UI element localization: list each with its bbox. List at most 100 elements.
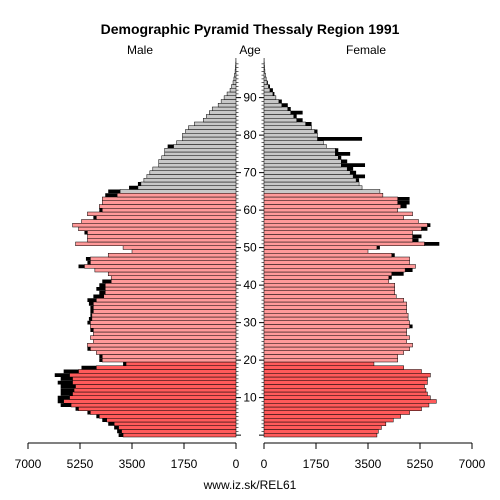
male-bar-age-36	[96, 298, 237, 303]
female-bar-age-79	[263, 136, 318, 141]
male-bar-age-58	[96, 215, 237, 220]
female-bar-age-23	[263, 346, 410, 351]
female-bar-age-76	[263, 148, 336, 153]
male-bar-age-31	[91, 316, 237, 321]
female-bars	[263, 58, 440, 438]
male-bar-age-14	[72, 380, 237, 385]
female-bar-age-40	[263, 283, 395, 288]
male-bar-age-37	[103, 294, 237, 299]
female-bar-age-70	[263, 170, 351, 175]
female-excess-bar-age-62	[397, 200, 410, 205]
female-bar-age-11	[263, 391, 428, 396]
female-bar-age-10	[263, 395, 431, 400]
female-bar-age-65	[263, 189, 381, 194]
female-bar-age-89	[263, 99, 280, 104]
male-bar-age-5	[99, 414, 237, 419]
male-bar-age-83	[194, 121, 237, 126]
male-excess-bar-age-2	[114, 425, 119, 430]
female-excess-bar-age-72	[341, 163, 366, 167]
female-excess-bar-age-71	[347, 167, 354, 171]
female-bar-age-86	[263, 110, 291, 115]
male-bar-age-56	[72, 223, 237, 228]
male-bar-age-22	[96, 350, 237, 355]
male-bar-age-69	[146, 174, 237, 179]
male-bars	[54, 58, 237, 438]
male-bar-age-62	[102, 200, 237, 205]
female-excess-bar-age-93	[268, 84, 270, 89]
x-axis-male: 0 1750 3500 5250 7000	[15, 442, 240, 471]
male-excess-bar-age-67	[137, 182, 141, 186]
male-excess-bar-age-18	[81, 365, 97, 370]
male-bar-age-51	[75, 241, 237, 246]
male-excess-bar-age-6	[87, 410, 91, 415]
female-bar-age-66	[263, 185, 363, 190]
age-tick-label-30: 30	[243, 316, 257, 330]
female-bar-age-87	[263, 106, 289, 111]
male-excess-bar-age-36	[87, 298, 97, 302]
female-excess-bar-age-29	[409, 324, 413, 329]
male-excess-bar-age-12	[60, 388, 75, 392]
male-excess-bar-age-77	[167, 144, 174, 149]
female-bar-age-45	[263, 264, 416, 269]
female-bar-age-55	[263, 226, 422, 231]
female-bar-age-82	[263, 125, 312, 130]
female-excess-bar-age-87	[287, 107, 291, 111]
female-bar-age-30	[263, 320, 410, 325]
female-bar-age-62	[263, 200, 398, 205]
male-bar-age-4	[106, 418, 237, 423]
male-excess-bar-age-31	[88, 317, 92, 321]
male-bar-age-95	[233, 76, 237, 81]
male-bar-age-61	[99, 204, 237, 209]
female-bar-age-80	[263, 133, 318, 138]
female-bar-age-24	[263, 343, 413, 348]
male-excess-bar-age-33	[90, 309, 94, 314]
male-excess-bar-age-14	[57, 380, 73, 385]
male-bar-age-84	[203, 118, 237, 123]
male-excess-bar-age-1	[117, 429, 122, 434]
male-excess-bar-age-58	[93, 215, 97, 220]
female-excess-bar-age-56	[427, 223, 431, 227]
age-label: Age	[239, 43, 261, 57]
male-bar-age-67	[140, 181, 237, 186]
male-bar-age-17	[78, 369, 237, 374]
male-bar-age-82	[188, 125, 237, 130]
male-bar-age-92	[229, 88, 237, 93]
male-label: Male	[127, 43, 153, 57]
male-excess-bar-age-39	[96, 287, 106, 291]
male-bar-age-34	[93, 305, 237, 310]
male-bar-age-74	[161, 155, 237, 160]
x-tick-label-male-7000: 7000	[15, 457, 42, 471]
x-tick-label-female-5250: 5250	[407, 457, 434, 471]
male-bar-age-24	[87, 343, 237, 348]
female-excess-bar-age-48	[391, 253, 395, 257]
female-excess-bar-age-88	[281, 103, 288, 107]
female-bar-age-85	[263, 114, 294, 119]
male-excess-bar-age-21	[99, 354, 103, 359]
x-tick-label-male-3500: 3500	[119, 457, 146, 471]
age-tick-label-50: 50	[243, 241, 257, 255]
female-bar-age-78	[263, 140, 324, 145]
male-excess-bar-age-15	[60, 377, 73, 381]
female-excess-bar-age-61	[400, 204, 407, 209]
female-bar-age-41	[263, 279, 390, 284]
female-bar-age-53	[263, 234, 413, 239]
male-excess-bar-age-30	[87, 320, 91, 325]
female-bar-age-28	[263, 328, 407, 333]
male-bar-age-27	[93, 331, 237, 336]
female-bar-age-93	[263, 84, 269, 89]
female-bar-age-38	[263, 290, 395, 295]
male-bar-age-75	[164, 151, 237, 156]
male-bar-age-39	[105, 286, 237, 291]
x-tick-label-female-7000: 7000	[459, 457, 486, 471]
male-bar-age-0	[122, 433, 237, 438]
female-excess-bar-age-92	[269, 88, 273, 92]
age-tick-label-60: 60	[243, 203, 257, 217]
male-excess-bar-age-47	[85, 257, 91, 261]
female-excess-bar-age-81	[314, 129, 318, 134]
age-tick-label-80: 80	[243, 128, 257, 142]
male-excess-bar-age-28	[90, 328, 94, 332]
age-axis: 10 20 30 40 50 60 70 80 90	[236, 63, 264, 436]
male-bar-age-86	[209, 110, 237, 115]
female-bar-age-73	[263, 159, 342, 164]
male-excess-bar-age-11	[60, 392, 73, 396]
